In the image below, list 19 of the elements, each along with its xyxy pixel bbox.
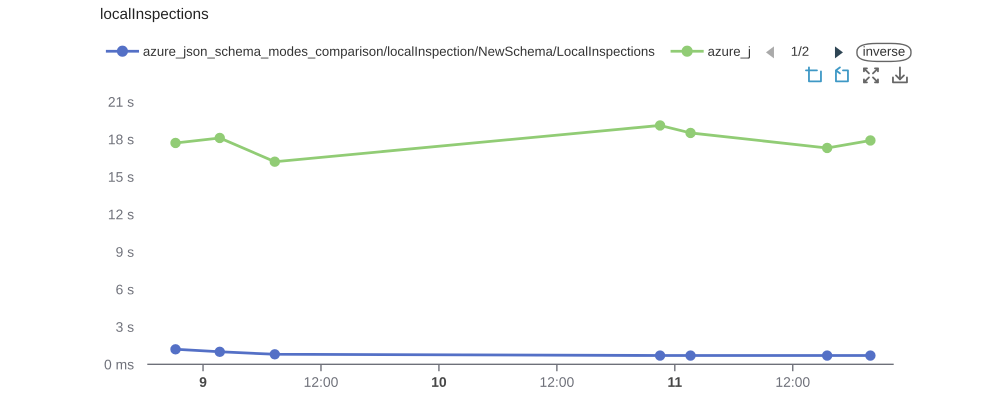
legend-label: azure_json_schema_modes_comparison/localInspection/NewSchema/LocalInspections [143,46,654,59]
y-tick-label: 0 ms [104,360,134,370]
chart-title: localInspections [101,8,208,22]
y-tick-label: 6 s [116,284,134,294]
x-tick-label: 11 [668,377,682,387]
x-tick-label: 12:00 [540,377,574,387]
x-tick-label: 9 [200,377,206,387]
y-tick-label: 21 s [108,97,134,107]
y-tick-label: 9 s [116,247,134,257]
legend-label: azure_j [708,46,750,59]
x-tick-label: 10 [432,377,446,387]
text: inverse [864,46,905,56]
x-tick-label: 12:00 [304,377,338,387]
text: 1/2 [792,46,808,56]
y-tick-label: 15 s [108,172,134,182]
y-tick-label: 12 s [108,210,134,220]
y-tick-label: 18 s [108,134,134,144]
y-tick-label: 3 s [116,322,134,332]
x-tick-label: 12:00 [776,377,810,387]
